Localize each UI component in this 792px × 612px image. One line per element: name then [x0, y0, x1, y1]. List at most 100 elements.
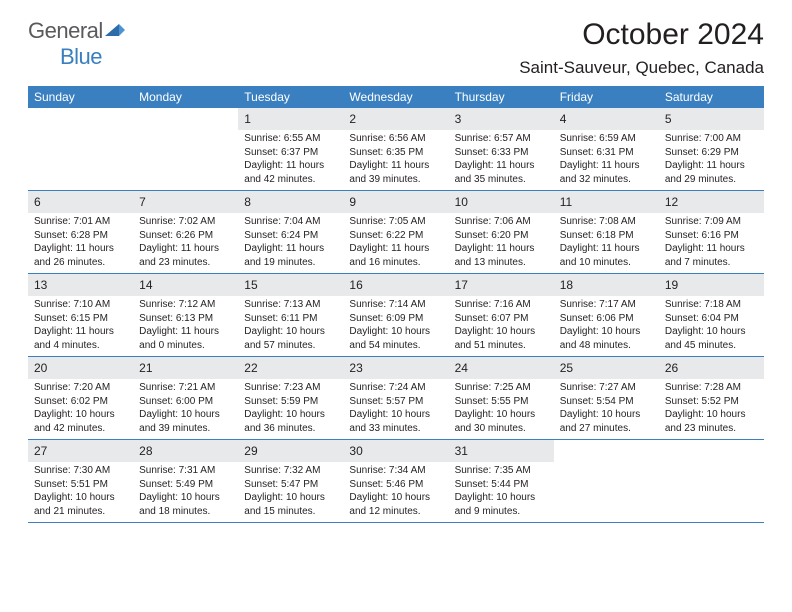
sunset-text: Sunset: 5:52 PM: [665, 395, 762, 409]
day-details: Sunrise: 7:17 AMSunset: 6:06 PMDaylight:…: [556, 298, 657, 352]
day-number-row: 27: [28, 440, 133, 462]
sunset-text: Sunset: 6:28 PM: [34, 229, 131, 243]
sunset-text: Sunset: 6:04 PM: [665, 312, 762, 326]
week-row: 20Sunrise: 7:20 AMSunset: 6:02 PMDayligh…: [28, 357, 764, 440]
day-number: 2: [349, 112, 356, 126]
day-header: Friday: [554, 86, 659, 108]
day-number-row: 14: [133, 274, 238, 296]
sunset-text: Sunset: 6:02 PM: [34, 395, 131, 409]
day-details: Sunrise: 7:02 AMSunset: 6:26 PMDaylight:…: [135, 215, 236, 269]
day-details: Sunrise: 7:05 AMSunset: 6:22 PMDaylight:…: [345, 215, 446, 269]
day-cell: [554, 440, 659, 522]
sunrise-text: Sunrise: 7:20 AM: [34, 381, 131, 395]
sunrise-text: Sunrise: 6:57 AM: [455, 132, 552, 146]
daylight-text: Daylight: 11 hours and 0 minutes.: [139, 325, 236, 352]
header: General Blue October 2024 Saint-Sauveur,…: [28, 18, 764, 78]
sunrise-text: Sunrise: 7:09 AM: [665, 215, 762, 229]
sunrise-text: Sunrise: 7:05 AM: [349, 215, 446, 229]
day-number: 1: [244, 112, 251, 126]
day-number-row: 31: [449, 440, 554, 462]
sunset-text: Sunset: 6:00 PM: [139, 395, 236, 409]
day-details: Sunrise: 7:06 AMSunset: 6:20 PMDaylight:…: [451, 215, 552, 269]
sunset-text: Sunset: 5:44 PM: [455, 478, 552, 492]
day-cell: 23Sunrise: 7:24 AMSunset: 5:57 PMDayligh…: [343, 357, 448, 439]
day-number: 5: [665, 112, 672, 126]
day-number: 21: [139, 361, 152, 375]
day-cell: 9Sunrise: 7:05 AMSunset: 6:22 PMDaylight…: [343, 191, 448, 273]
day-number-row: 7: [133, 191, 238, 213]
day-header: Monday: [133, 86, 238, 108]
day-details: Sunrise: 7:25 AMSunset: 5:55 PMDaylight:…: [451, 381, 552, 435]
day-number-row: 2: [343, 108, 448, 130]
day-cell: [659, 440, 764, 522]
day-details: Sunrise: 7:18 AMSunset: 6:04 PMDaylight:…: [661, 298, 762, 352]
day-number-row: 16: [343, 274, 448, 296]
daylight-text: Daylight: 10 hours and 45 minutes.: [665, 325, 762, 352]
week-row: 1 Sunrise: 6:55 AMSunset: 6:37 PMDaylight…: [28, 108, 764, 191]
sunset-text: Sunset: 6:29 PM: [665, 146, 762, 160]
day-number: 10: [455, 195, 468, 209]
day-cell: 21 Sunrise: 7:21 AMSunset: 6:00 PMDayligh…: [133, 357, 238, 439]
day-number: 25: [560, 361, 573, 375]
daylight-text: Daylight: 11 hours and 10 minutes.: [560, 242, 657, 269]
sunrise-text: Sunrise: 7:32 AM: [244, 464, 341, 478]
day-number: 6: [34, 195, 41, 209]
daylight-text: Daylight: 11 hours and 4 minutes.: [34, 325, 131, 352]
day-details: Sunrise: 6:55 AMSunset: 6:37 PMDaylight:…: [240, 132, 341, 186]
day-cell: 27Sunrise: 7:30 AMSunset: 5:51 PMDayligh…: [28, 440, 133, 522]
day-cell: 25Sunrise: 7:27 AMSunset: 5:54 PMDayligh…: [554, 357, 659, 439]
day-cell: 2Sunrise: 6:56 AMSunset: 6:35 PMDaylight…: [343, 108, 448, 190]
day-details: Sunrise: 7:04 AMSunset: 6:24 PMDaylight:…: [240, 215, 341, 269]
day-cell: 13Sunrise: 7:10 AMSunset: 6:15 PMDayligh…: [28, 274, 133, 356]
sunrise-text: Sunrise: 7:28 AM: [665, 381, 762, 395]
sunset-text: Sunset: 6:16 PM: [665, 229, 762, 243]
daylight-text: Daylight: 11 hours and 29 minutes.: [665, 159, 762, 186]
day-number: 14: [139, 278, 152, 292]
sunrise-text: Sunrise: 7:18 AM: [665, 298, 762, 312]
day-cell: [133, 108, 238, 190]
sunrise-text: Sunrise: 7:00 AM: [665, 132, 762, 146]
day-number-row: 15: [238, 274, 343, 296]
daylight-text: Daylight: 11 hours and 13 minutes.: [455, 242, 552, 269]
day-number-row: 3: [449, 108, 554, 130]
logo-text-general: General: [28, 18, 103, 43]
sunrise-text: Sunrise: 7:23 AM: [244, 381, 341, 395]
daylight-text: Daylight: 11 hours and 7 minutes.: [665, 242, 762, 269]
month-title: October 2024: [519, 18, 764, 52]
logo-text-blue: Blue: [60, 44, 102, 69]
day-number: 15: [244, 278, 257, 292]
day-number: 19: [665, 278, 678, 292]
day-number: 8: [244, 195, 251, 209]
sunset-text: Sunset: 6:06 PM: [560, 312, 657, 326]
day-number-row: 5: [659, 108, 764, 130]
day-details: Sunrise: 7:24 AMSunset: 5:57 PMDaylight:…: [345, 381, 446, 435]
day-number-row: 26: [659, 357, 764, 379]
daylight-text: Daylight: 11 hours and 23 minutes.: [139, 242, 236, 269]
day-details: Sunrise: 7:21 AMSunset: 6:00 PMDaylight:…: [135, 381, 236, 435]
day-number: 12: [665, 195, 678, 209]
day-number: 17: [455, 278, 468, 292]
daylight-text: Daylight: 11 hours and 19 minutes.: [244, 242, 341, 269]
sunset-text: Sunset: 6:26 PM: [139, 229, 236, 243]
daylight-text: Daylight: 10 hours and 57 minutes.: [244, 325, 341, 352]
sunset-text: Sunset: 5:59 PM: [244, 395, 341, 409]
day-cell: 14Sunrise: 7:12 AMSunset: 6:13 PMDayligh…: [133, 274, 238, 356]
day-number-row: 30: [343, 440, 448, 462]
day-number-row: 13: [28, 274, 133, 296]
day-number-row: 12: [659, 191, 764, 213]
day-number-row: 25: [554, 357, 659, 379]
daylight-text: Daylight: 10 hours and 51 minutes.: [455, 325, 552, 352]
day-details: Sunrise: 7:23 AMSunset: 5:59 PMDaylight:…: [240, 381, 341, 435]
day-number-row: 4: [554, 108, 659, 130]
sunset-text: Sunset: 6:24 PM: [244, 229, 341, 243]
day-cell: 26Sunrise: 7:28 AMSunset: 5:52 PMDayligh…: [659, 357, 764, 439]
day-cell: 7Sunrise: 7:02 AMSunset: 6:26 PMDaylight…: [133, 191, 238, 273]
sunset-text: Sunset: 6:07 PM: [455, 312, 552, 326]
daylight-text: Daylight: 10 hours and 33 minutes.: [349, 408, 446, 435]
day-number-row: 6: [28, 191, 133, 213]
sunrise-text: Sunrise: 7:35 AM: [455, 464, 552, 478]
day-number-row: 28: [133, 440, 238, 462]
day-number: 3: [455, 112, 462, 126]
sunrise-text: Sunrise: 6:55 AM: [244, 132, 341, 146]
day-cell: 22Sunrise: 7:23 AMSunset: 5:59 PMDayligh…: [238, 357, 343, 439]
